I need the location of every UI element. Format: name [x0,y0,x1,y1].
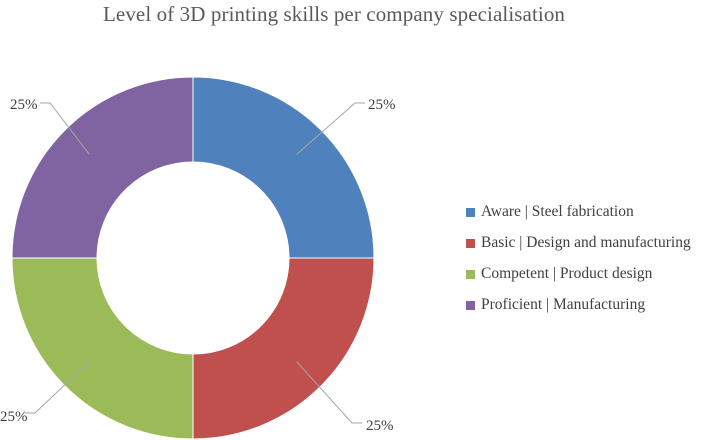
donut-slice-2 [192,257,375,440]
leader-line-4 [40,102,90,155]
legend-label-4: Proficient | Manufacturing [481,296,646,313]
legend-swatch-2 [466,238,475,248]
donut-slice-1 [192,76,375,259]
legend-label-1: Aware | Steel fabrication [481,203,634,220]
legend-swatch-4 [466,300,475,310]
legend-swatch-3 [466,269,475,279]
legend-item-4: Proficient | Manufacturing [466,293,726,317]
donut-slice-3 [11,257,194,440]
chart-legend: Aware | Steel fabrication Basic | Design … [466,200,726,324]
leader-line-2 [296,361,362,424]
legend-label-3: Competent | Product design [481,265,653,282]
legend-swatch-1 [466,207,475,217]
data-label-2: 25% [366,418,394,434]
legend-item-2: Basic | Design and manufacturing [466,231,726,255]
chart-title: Level of 3D printing skills per company … [102,2,566,26]
leader-line-3 [25,361,90,414]
data-label-1: 25% [368,97,396,113]
legend-label-2: Basic | Design and manufacturing [481,234,691,251]
leader-line-1 [296,102,365,155]
legend-item-3: Competent | Product design [466,262,726,286]
donut-slice-4 [11,76,194,259]
data-label-3: 25% [0,409,28,425]
data-label-4: 25% [10,97,38,113]
legend-item-1: Aware | Steel fabrication [466,200,726,224]
